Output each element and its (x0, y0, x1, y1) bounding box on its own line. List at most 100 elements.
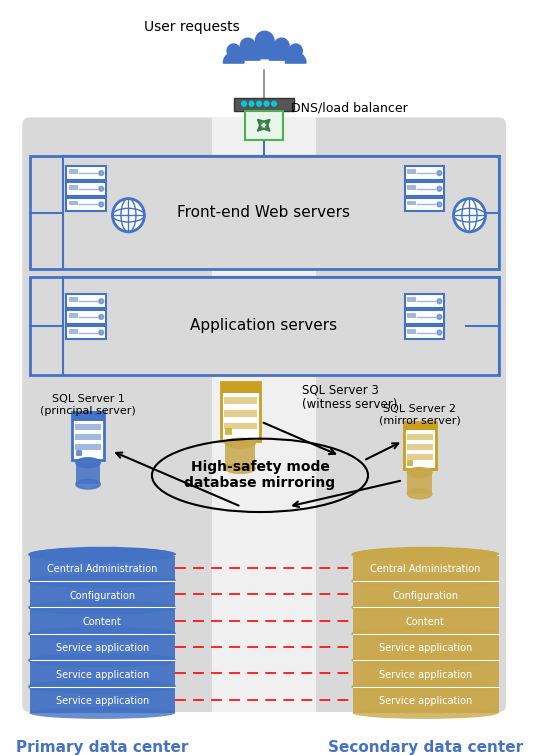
Ellipse shape (353, 547, 498, 562)
Bar (404, 421, 436, 430)
Bar (407, 201, 415, 205)
Ellipse shape (289, 44, 302, 57)
Bar (30, 277, 499, 374)
Ellipse shape (99, 202, 103, 207)
Wedge shape (250, 43, 280, 59)
Text: Application servers: Application servers (190, 318, 337, 333)
Ellipse shape (437, 186, 442, 191)
Ellipse shape (29, 575, 175, 587)
Bar (66, 182, 106, 196)
Bar (405, 166, 444, 180)
Text: Front-end Web servers: Front-end Web servers (177, 205, 350, 220)
Ellipse shape (353, 575, 498, 587)
Text: Content: Content (406, 617, 445, 627)
Bar (407, 473, 432, 494)
Bar (406, 434, 433, 440)
Ellipse shape (255, 31, 274, 51)
Bar (30, 555, 175, 581)
Bar (407, 169, 415, 173)
Wedge shape (285, 52, 306, 63)
Bar (69, 185, 77, 189)
Bar (72, 411, 104, 460)
Bar (407, 328, 415, 332)
Bar (66, 198, 106, 211)
Text: SQL Server 3
(witness server): SQL Server 3 (witness server) (302, 383, 398, 411)
Bar (66, 325, 106, 340)
Text: Service application: Service application (379, 670, 472, 680)
Bar (405, 325, 444, 340)
Ellipse shape (240, 39, 255, 54)
Bar (69, 313, 77, 317)
Bar (222, 383, 260, 393)
Bar (353, 607, 499, 633)
Ellipse shape (437, 171, 442, 176)
Text: Secondary data center: Secondary data center (328, 741, 523, 755)
Bar (30, 581, 175, 607)
Ellipse shape (227, 44, 240, 57)
FancyBboxPatch shape (22, 117, 506, 712)
Ellipse shape (99, 171, 103, 176)
Bar (353, 686, 499, 713)
Ellipse shape (241, 101, 246, 106)
Text: Service application: Service application (379, 696, 472, 706)
Text: Configuration: Configuration (392, 590, 458, 600)
Ellipse shape (29, 602, 175, 613)
Text: Service application: Service application (56, 643, 149, 653)
Ellipse shape (407, 467, 432, 477)
Ellipse shape (353, 549, 498, 560)
Bar (405, 310, 444, 324)
Bar (407, 313, 415, 317)
Bar (69, 297, 77, 301)
Ellipse shape (437, 202, 442, 207)
Bar (406, 454, 433, 460)
Ellipse shape (76, 458, 100, 467)
Wedge shape (236, 48, 260, 60)
Bar (30, 686, 175, 713)
Bar (407, 185, 415, 189)
Bar (245, 110, 282, 140)
Bar (69, 201, 77, 205)
Ellipse shape (453, 199, 486, 232)
Ellipse shape (99, 330, 103, 335)
Text: Central Administration: Central Administration (47, 564, 157, 574)
Bar (75, 444, 101, 450)
Ellipse shape (29, 681, 175, 692)
Bar (353, 555, 499, 581)
Ellipse shape (29, 628, 175, 639)
Ellipse shape (29, 655, 175, 666)
Ellipse shape (99, 299, 103, 304)
Ellipse shape (29, 707, 175, 719)
Ellipse shape (353, 628, 498, 639)
Ellipse shape (437, 314, 442, 319)
Text: DNS/load balancer: DNS/load balancer (291, 101, 407, 114)
Text: Primary data center: Primary data center (16, 741, 188, 755)
Bar (75, 434, 101, 440)
Bar (407, 460, 412, 464)
Ellipse shape (272, 101, 277, 106)
Bar (234, 98, 294, 110)
Bar (66, 166, 106, 180)
Text: User requests: User requests (143, 20, 239, 35)
Ellipse shape (113, 199, 144, 232)
Ellipse shape (407, 489, 432, 499)
Bar (224, 410, 257, 417)
Ellipse shape (249, 101, 254, 106)
Bar (404, 421, 436, 470)
Ellipse shape (353, 602, 498, 613)
Bar (225, 443, 255, 469)
Bar (30, 633, 175, 660)
Ellipse shape (264, 101, 269, 106)
Ellipse shape (257, 101, 261, 106)
Ellipse shape (353, 655, 498, 666)
Ellipse shape (29, 547, 175, 562)
Bar (353, 633, 499, 660)
Bar (75, 424, 101, 430)
Text: Central Administration: Central Administration (370, 564, 480, 574)
Bar (69, 328, 77, 332)
Bar (224, 423, 257, 430)
Text: SQL Server 1
(principal server): SQL Server 1 (principal server) (40, 394, 136, 416)
Bar (66, 294, 106, 308)
Ellipse shape (274, 39, 289, 54)
Ellipse shape (225, 438, 255, 448)
Ellipse shape (76, 479, 100, 489)
